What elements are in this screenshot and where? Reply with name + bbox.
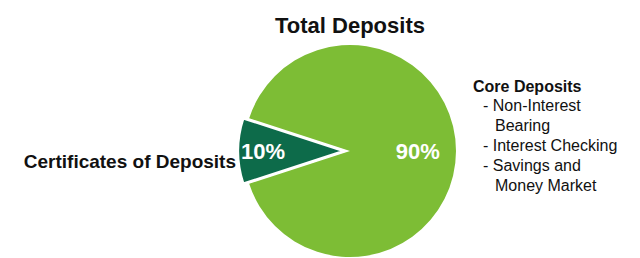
data-label: 10% — [241, 139, 285, 164]
pie: 10% 90% — [238, 45, 456, 257]
slice — [238, 118, 344, 184]
category-label: Core Deposits — [473, 78, 582, 95]
chart: Total Deposits 10% 90% Certificates of Depo… — [0, 0, 640, 258]
annotation: - Interest Checking — [483, 137, 617, 154]
annotation: - Non-InterestBearing — [483, 97, 581, 134]
data-label: 90% — [396, 139, 440, 164]
category-label: Certificates of Deposits — [24, 151, 236, 172]
title: Total Deposits — [275, 13, 425, 38]
annotation: - Savings andMoney Market — [483, 157, 597, 194]
